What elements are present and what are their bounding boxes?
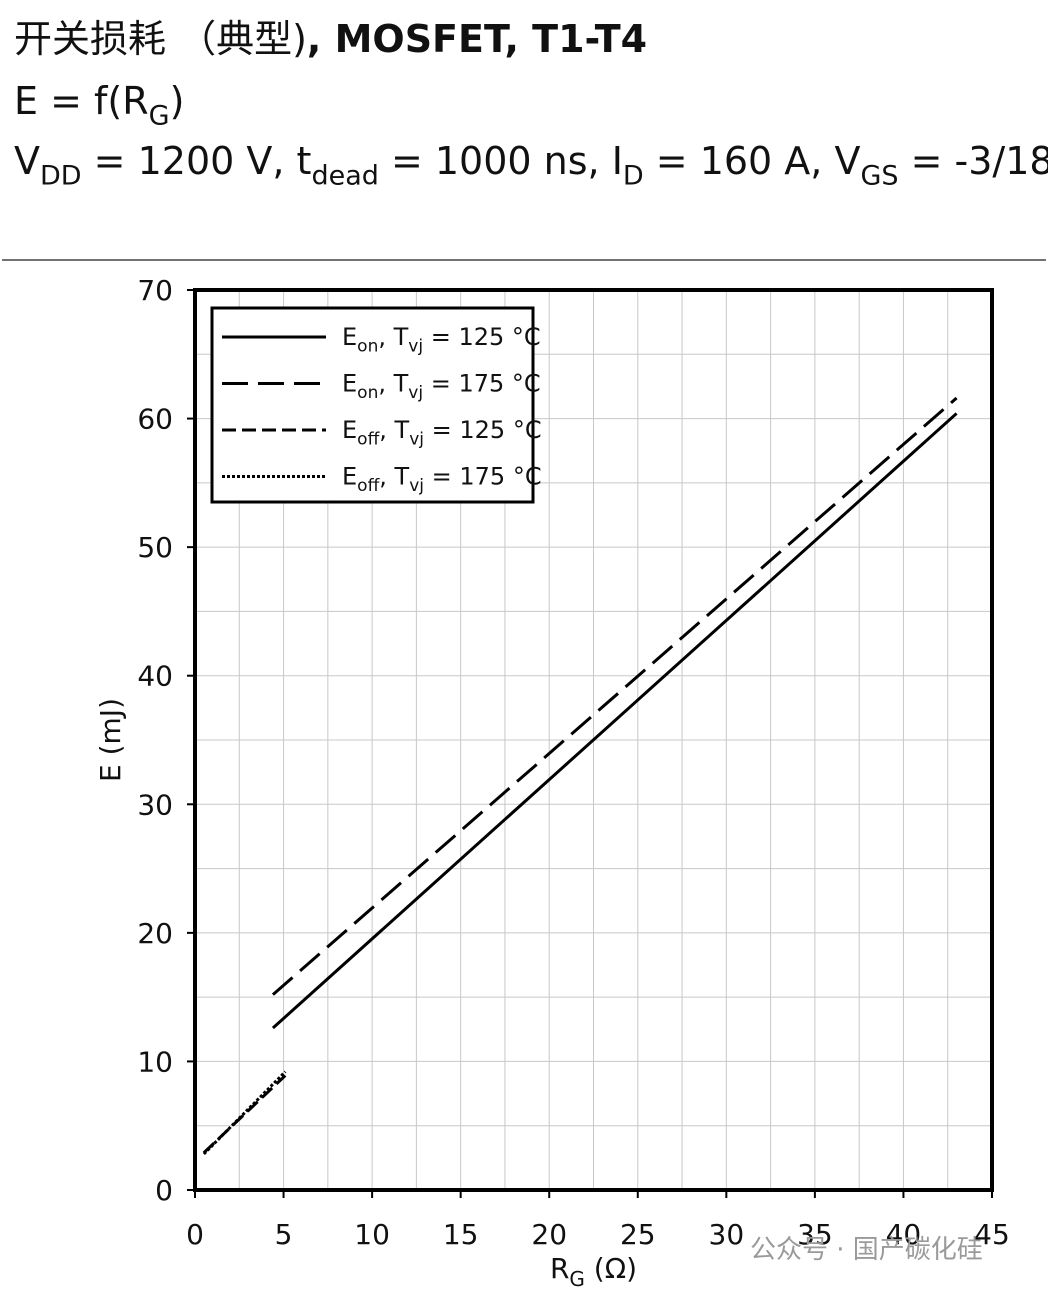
- legend-label-part: , T: [378, 370, 408, 398]
- chart-subtitle-part: G: [149, 101, 170, 132]
- chart-conditions-part: = -3/18 V: [899, 139, 1048, 183]
- legend-label-part: E: [342, 370, 357, 398]
- legend-label: Eoff, Tvj = 175 °C: [342, 463, 542, 497]
- chart-title: 开关损耗 （典型), MOSFET, T1-T4: [14, 17, 647, 61]
- y-tick-label: 40: [137, 660, 173, 693]
- legend-label: Eoff, Tvj = 125 °C: [342, 416, 542, 450]
- chart-conditions-part: dead: [311, 161, 378, 192]
- x-axis-label-part: R: [550, 1252, 569, 1285]
- legend-label-part: E: [342, 463, 357, 491]
- chart-conditions-part: DD: [40, 161, 82, 192]
- legend-label-part: on: [357, 383, 378, 403]
- data-line: [202, 1074, 287, 1154]
- x-tick-label: 45: [974, 1218, 1010, 1251]
- legend-label-part: off: [357, 476, 380, 496]
- chart-subtitle-part: E = f(R: [14, 79, 149, 123]
- data-line: [271, 412, 958, 1030]
- y-tick-label: 60: [137, 403, 173, 436]
- x-tick-label: 20: [531, 1218, 567, 1251]
- x-tick-label: 25: [620, 1218, 656, 1251]
- data-line: [202, 1070, 287, 1156]
- legend-label-part: = 175 °C: [424, 463, 542, 491]
- x-tick-label: 15: [443, 1218, 479, 1251]
- legend-label-part: vj: [409, 430, 424, 450]
- legend-label-part: , T: [378, 323, 408, 351]
- x-tick-label: 0: [186, 1218, 204, 1251]
- legend-label-part: , T: [379, 416, 409, 444]
- x-axis-label-part: G: [569, 1267, 585, 1291]
- legend-label-part: on: [357, 337, 378, 357]
- legend-label: Eon, Tvj = 125 °C: [342, 323, 541, 357]
- legend-label-part: E: [342, 323, 357, 351]
- y-tick-label: 70: [137, 274, 173, 307]
- legend-box: [210, 306, 535, 504]
- chart-title-part: , MOSFET, T1-T4: [307, 17, 647, 61]
- legend-label-part: = 125 °C: [423, 323, 541, 351]
- x-tick-label: 10: [354, 1218, 390, 1251]
- legend-label-part: , T: [379, 463, 409, 491]
- x-tick-label: 35: [797, 1218, 833, 1251]
- y-tick-label: 50: [137, 531, 173, 564]
- chart-subtitle: E = f(RG): [14, 79, 184, 132]
- legend-label-part: E: [342, 416, 357, 444]
- legend-label-part: = 175 °C: [423, 370, 541, 398]
- chart-title-part: 开关损耗 （典型): [14, 17, 307, 61]
- y-tick-label: 10: [137, 1045, 173, 1078]
- legend-label-part: vj: [408, 383, 423, 403]
- legend-label-part: off: [357, 430, 380, 450]
- legend-label-part: vj: [408, 337, 423, 357]
- watermark: 公众号 · 国产碳化硅: [750, 1235, 983, 1265]
- chart-conditions-part: = 160 A, V: [644, 139, 861, 183]
- x-axis-label: RG (Ω): [550, 1252, 637, 1291]
- chart-conditions-part: V: [14, 139, 40, 183]
- chart-conditions-part: = 1000 ns, I: [379, 139, 623, 183]
- legend-label-part: vj: [409, 476, 424, 496]
- legend-label: Eon, Tvj = 175 °C: [342, 370, 541, 404]
- x-tick-label: 30: [709, 1218, 745, 1251]
- chart-subtitle-part: ): [170, 79, 185, 123]
- chart-conditions: VDD = 1200 V, tdead = 1000 ns, ID = 160 …: [14, 139, 1048, 192]
- data-line: [271, 396, 958, 996]
- x-tick-label: 40: [886, 1218, 922, 1251]
- chart-conditions-part: D: [623, 161, 644, 192]
- y-tick-label: 20: [137, 917, 173, 950]
- chart-conditions-part: GS: [860, 161, 898, 192]
- y-tick-label: 30: [137, 788, 173, 821]
- y-axis-label: E (mJ): [94, 698, 127, 782]
- plot-frame: [193, 288, 994, 1192]
- chart-conditions-part: = 1200 V, t: [82, 139, 312, 183]
- x-axis-label-part: (Ω): [585, 1252, 637, 1285]
- x-tick-label: 5: [275, 1218, 293, 1251]
- y-tick-label: 0: [155, 1174, 173, 1207]
- legend-label-part: = 125 °C: [424, 416, 542, 444]
